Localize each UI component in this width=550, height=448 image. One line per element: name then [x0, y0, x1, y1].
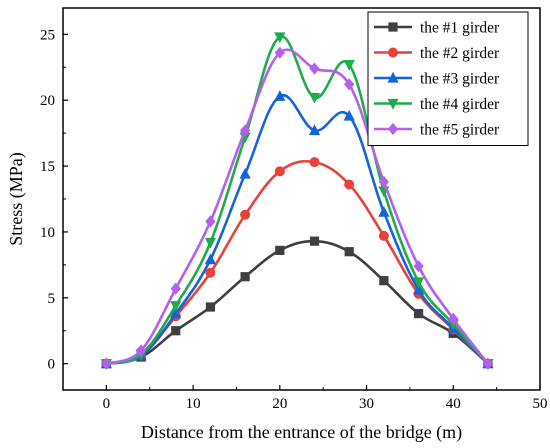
legend-marker: [388, 47, 398, 58]
data-point: [344, 179, 355, 190]
data-point: [170, 301, 182, 312]
data-point: [239, 167, 251, 179]
data-point: [240, 124, 251, 137]
data-point: [309, 157, 320, 168]
data-point: [204, 253, 217, 265]
x-tick-label: 10: [186, 396, 201, 412]
x-tick-label: 20: [272, 396, 287, 412]
data-point: [413, 309, 424, 319]
legend-item: the #5 girder: [374, 122, 500, 139]
data-point: [413, 260, 424, 273]
y-axis-title: Stress (MPa): [6, 152, 27, 246]
x-tick-label: 30: [359, 396, 374, 412]
legend-label: the #4 girder: [420, 96, 500, 113]
data-point: [205, 215, 216, 228]
series-line: [106, 159, 489, 365]
data-point: [412, 277, 425, 289]
x-tick-label: 40: [446, 396, 461, 412]
x-tick-label: 0: [103, 396, 111, 412]
data-point: [170, 307, 182, 319]
y-tick-label: 0: [48, 357, 56, 373]
legend-item: the #2 girder: [374, 45, 500, 62]
data-point: [308, 124, 321, 136]
data-point: [274, 90, 286, 101]
legend-marker: [387, 71, 399, 83]
data-point: [205, 302, 216, 312]
data-point: [412, 283, 425, 295]
data-point: [240, 272, 250, 282]
series-1: [101, 236, 493, 369]
legend-label: the #1 girder: [420, 20, 500, 37]
legend-label: the #2 girder: [420, 45, 500, 62]
data-point: [309, 62, 320, 75]
data-point: [135, 344, 147, 357]
y-tick-label: 25: [40, 27, 55, 43]
legend-label: the #5 girder: [420, 122, 500, 139]
legend-item: the #3 girder: [374, 71, 500, 88]
data-point: [275, 245, 285, 255]
data-point: [171, 326, 181, 336]
data-point: [448, 312, 459, 325]
data-point: [378, 206, 390, 217]
data-point: [170, 282, 181, 295]
data-point: [309, 236, 320, 246]
data-point: [308, 92, 321, 104]
y-tick-label: 15: [40, 159, 55, 175]
legend-item: the #4 girder: [374, 96, 500, 113]
data-point: [344, 78, 355, 91]
legend-marker: [388, 22, 398, 32]
y-tick-label: 5: [48, 291, 56, 307]
y-tick-label: 20: [40, 93, 55, 109]
x-tick-label: 50: [533, 396, 548, 412]
data-point: [274, 166, 285, 177]
data-point: [274, 46, 285, 59]
data-point: [343, 60, 355, 71]
legend: the #1 girder the #2 girder the #3 girder t…: [367, 11, 529, 146]
series-layer: [100, 32, 494, 370]
series-5: [101, 46, 494, 370]
data-point: [274, 32, 286, 44]
data-point: [204, 237, 217, 249]
data-point: [343, 109, 355, 121]
data-point: [101, 357, 112, 370]
legend-marker: [387, 122, 399, 136]
x-axis-title: Distance from the entrance of the bridge…: [141, 422, 462, 443]
data-point: [482, 357, 494, 370]
data-point: [379, 276, 389, 286]
legend-marker: [387, 98, 399, 110]
data-point: [378, 175, 389, 188]
legend-item: the #1 girder: [374, 20, 500, 37]
data-point: [205, 267, 216, 278]
data-point: [240, 209, 251, 220]
legend-label: the #3 girder: [420, 71, 500, 88]
axis-layer: 0 10 20 30 40 50 0 5 10 15 20 25: [40, 27, 548, 412]
data-point: [378, 230, 389, 241]
data-point: [344, 247, 354, 257]
y-tick-label: 10: [40, 225, 55, 241]
